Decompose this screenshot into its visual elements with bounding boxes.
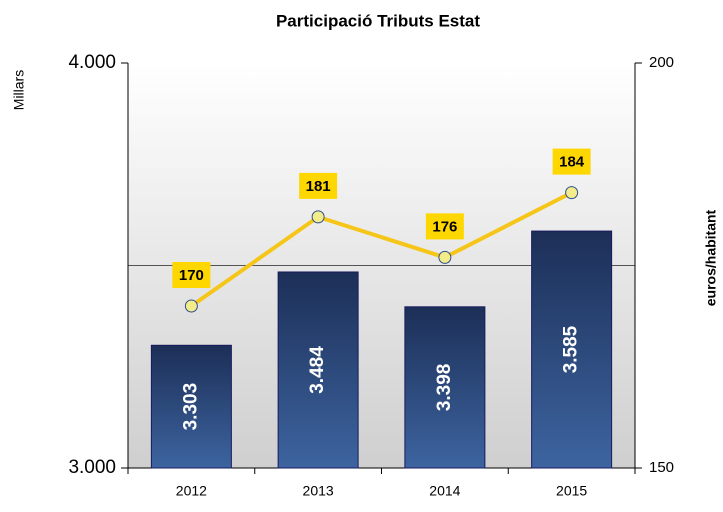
x-tick-label: 2014	[429, 483, 460, 499]
bar	[531, 230, 613, 469]
line-value-label: 181	[306, 178, 331, 195]
line-value-label: 184	[559, 154, 585, 171]
label-box	[552, 148, 591, 175]
bar-value-label: 3.398	[434, 364, 455, 412]
x-tick-label: 2015	[556, 483, 587, 499]
y-tick-label: 3.000	[68, 457, 116, 478]
bar-value-label: 3.303	[180, 383, 201, 431]
x-tick-label: 2013	[303, 483, 334, 499]
label-box	[299, 172, 338, 199]
label-box	[425, 213, 464, 240]
x-tick-label: 2012	[176, 483, 207, 499]
line-marker	[438, 250, 452, 264]
bar-value-label: 3.585	[561, 325, 582, 373]
line-value-label: 170	[179, 267, 204, 284]
y2-tick-label: 150	[649, 459, 674, 476]
y-tick-label: 4.000	[68, 52, 116, 73]
y2-tick-label: 200	[649, 54, 674, 71]
line	[190, 190, 573, 308]
chart-title: Participació Tributs Estat	[276, 11, 480, 30]
line-value-label: 176	[432, 218, 457, 235]
y2-axis-label: euros/habitant	[703, 209, 719, 306]
bar	[277, 271, 359, 469]
bar	[150, 344, 232, 469]
label-box	[172, 262, 211, 288]
line-marker	[184, 299, 198, 313]
line-marker	[565, 186, 579, 200]
bar	[404, 306, 486, 469]
line-marker	[311, 210, 325, 224]
y-axis-label: Millars	[11, 70, 27, 110]
bar-value-label: 3.484	[307, 346, 328, 394]
